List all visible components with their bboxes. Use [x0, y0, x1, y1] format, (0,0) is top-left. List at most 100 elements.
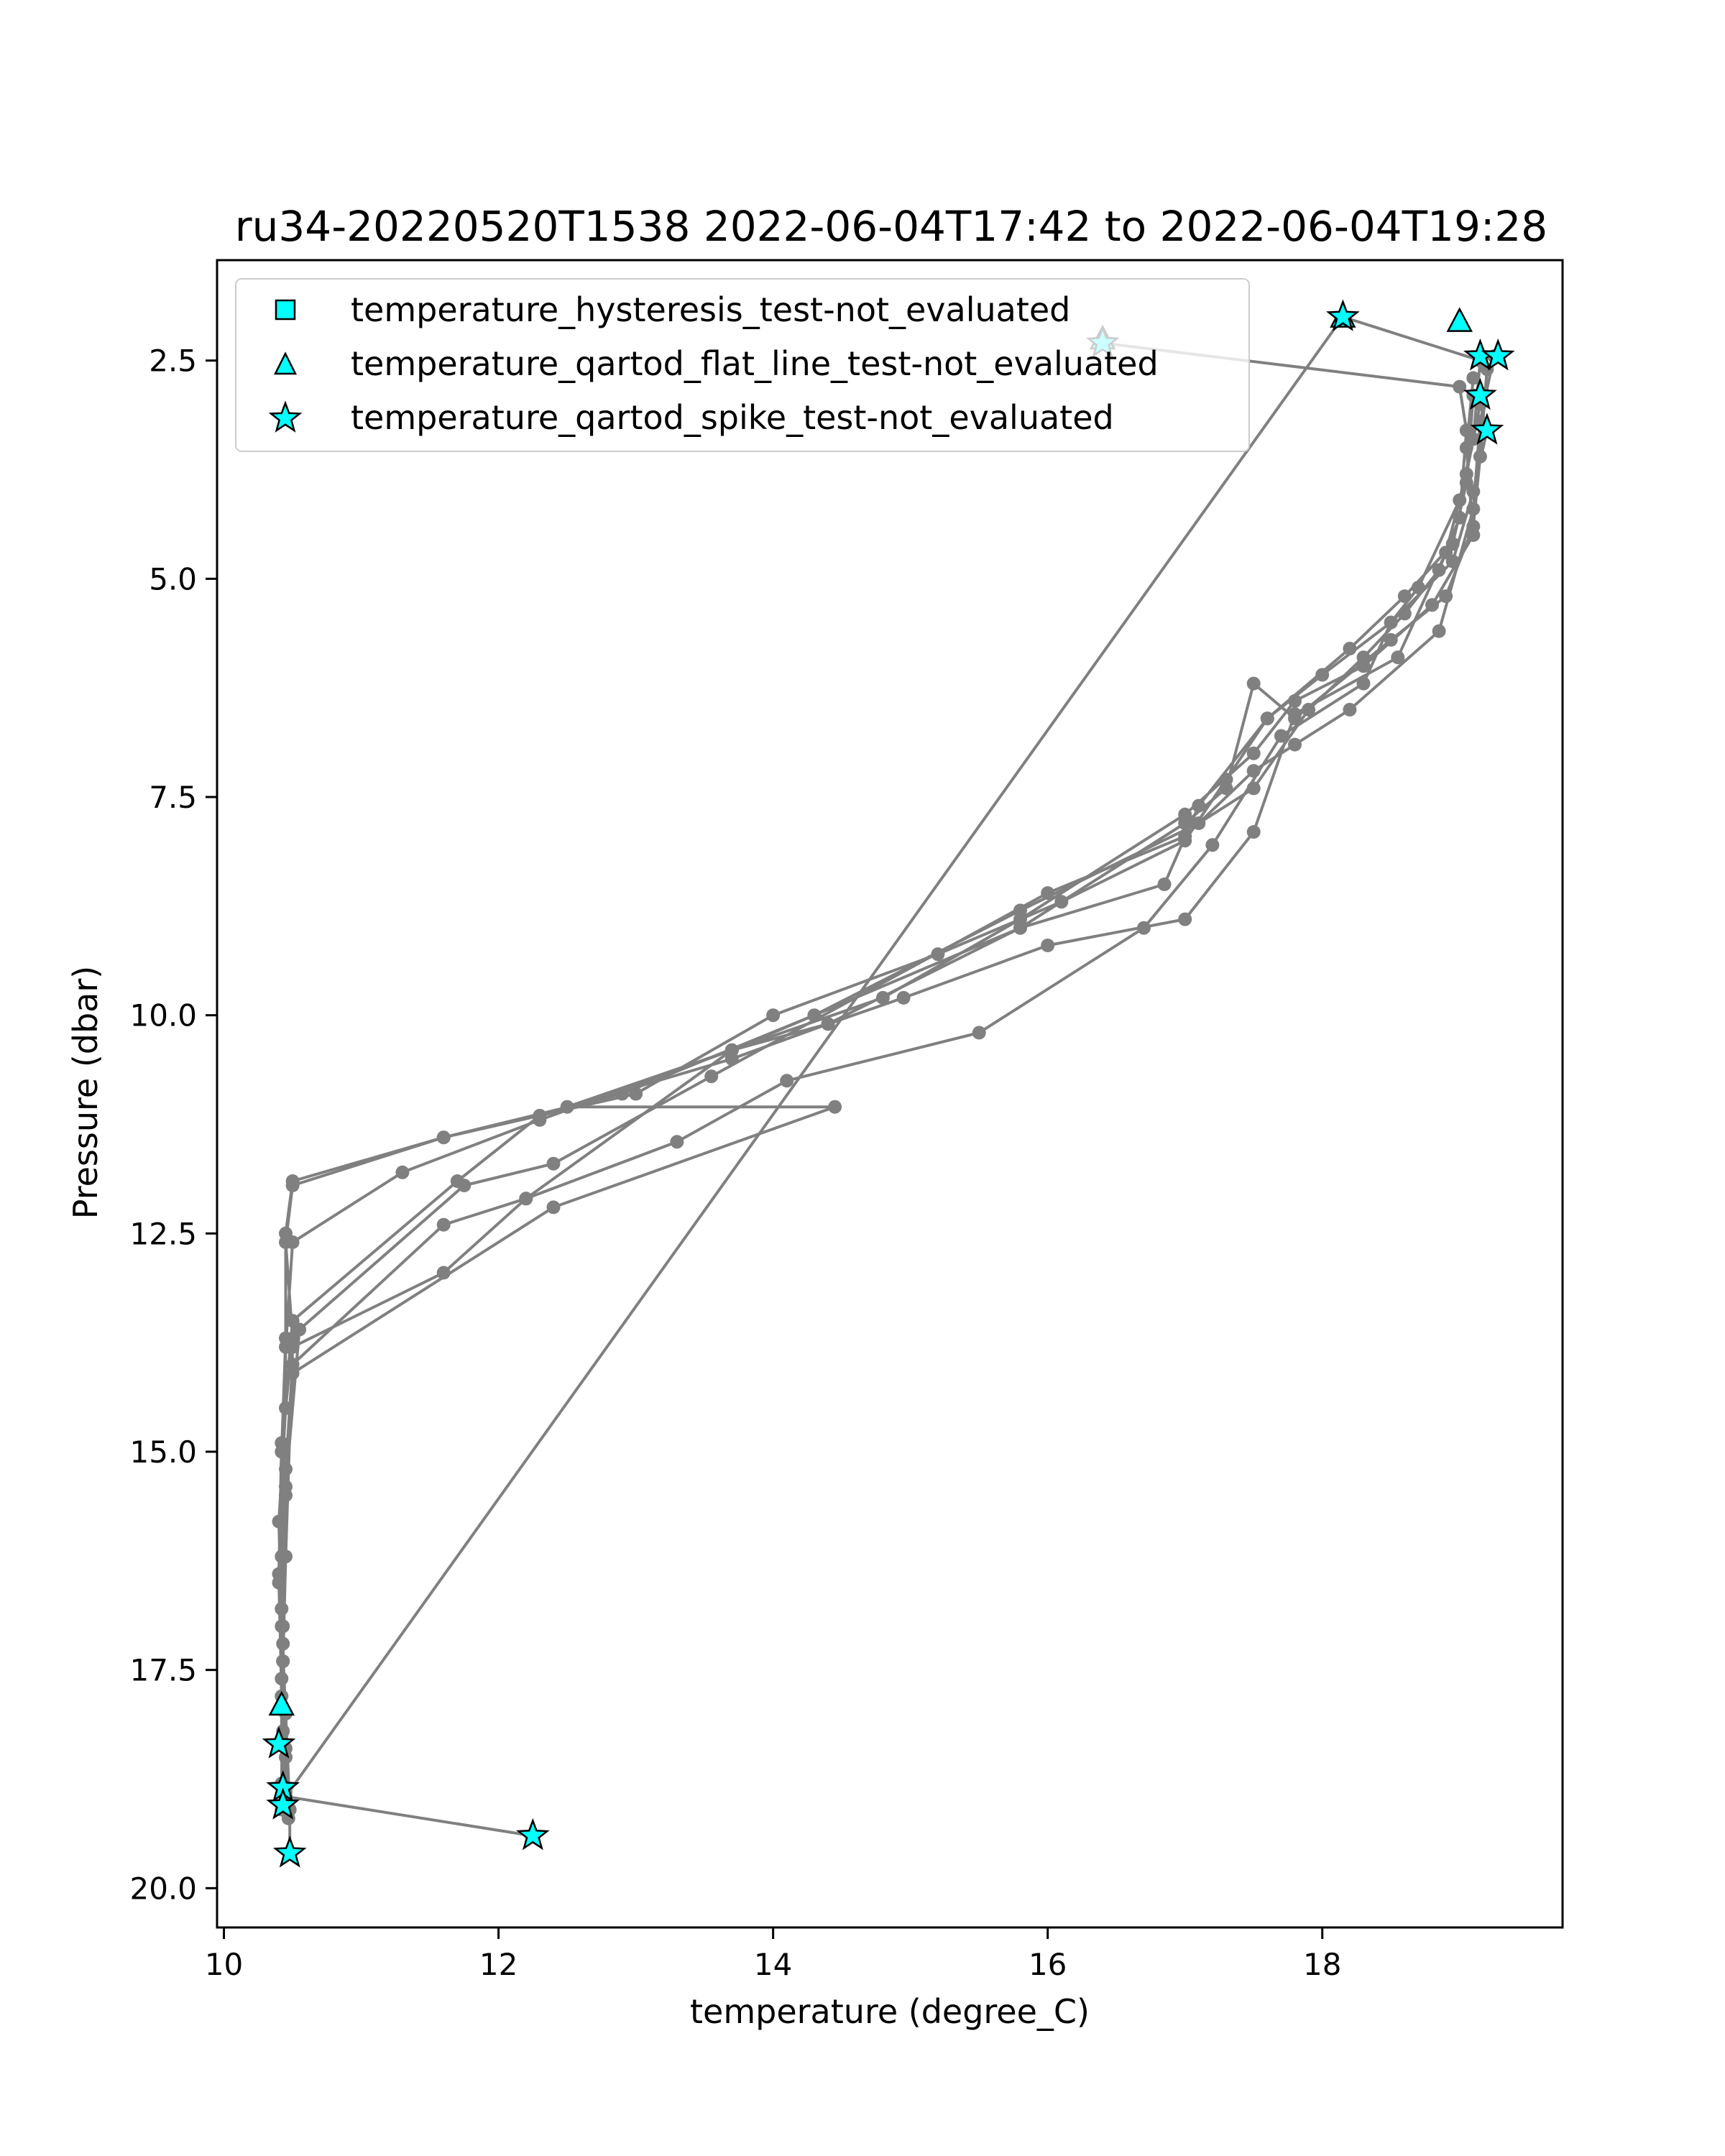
y-tick-label: 5.0	[149, 561, 197, 596]
data-point	[275, 1672, 289, 1686]
y-tick-label: 12.5	[129, 1216, 197, 1251]
data-point	[1453, 510, 1467, 525]
data-point	[1356, 659, 1371, 673]
data-point	[1445, 537, 1460, 551]
legend-star-marker	[268, 400, 303, 433]
data-point	[1192, 798, 1206, 813]
data-point	[1453, 379, 1467, 394]
data-point	[896, 990, 911, 1005]
data-point	[1013, 921, 1027, 935]
x-axis: 10 12 14 16 18	[205, 1927, 1341, 1982]
spike-flag-marker	[1326, 299, 1360, 331]
data-point	[395, 1165, 410, 1179]
legend-triangle-marker	[273, 351, 298, 375]
data-point	[279, 1549, 293, 1564]
x-axis-label: temperature (degree_C)	[690, 1992, 1090, 2031]
data-point	[1384, 632, 1398, 647]
data-point	[1459, 441, 1473, 455]
data-point	[1288, 707, 1302, 722]
data-point	[1466, 520, 1481, 533]
chart-title: ru34-20220520T1538 2022-06-04T17:42 to 2…	[235, 202, 1547, 251]
series-layer	[272, 310, 1501, 1861]
data-point	[275, 1436, 289, 1450]
data-point	[1178, 829, 1192, 844]
data-point	[1391, 650, 1405, 665]
data-point	[436, 1217, 451, 1232]
spike-flag-marker	[272, 1835, 307, 1868]
x-tick-label: 10	[205, 1947, 243, 1982]
data-point	[1041, 886, 1055, 900]
data-point	[276, 1636, 290, 1651]
legend: temperature_hysteresis_test-not_evaluate…	[235, 278, 1250, 452]
data-point	[285, 1314, 300, 1328]
x-tick-label: 12	[479, 1947, 518, 1982]
series-line-2	[285, 1795, 533, 1838]
data-point	[450, 1174, 464, 1188]
data-point	[1260, 711, 1274, 726]
data-point	[546, 1200, 561, 1215]
spike-flag-marker	[516, 1818, 550, 1851]
data-point	[519, 1192, 533, 1206]
data-point	[1397, 589, 1412, 604]
legend-label-spike: temperature_qartod_spike_test-not_evalua…	[351, 398, 1114, 437]
data-point	[285, 1340, 300, 1354]
data-point	[1178, 816, 1192, 830]
data-point	[1384, 615, 1398, 630]
data-point	[279, 1488, 293, 1503]
data-point	[436, 1130, 451, 1145]
data-point	[828, 1100, 842, 1114]
data-point	[560, 1100, 574, 1114]
data-point	[766, 1008, 781, 1023]
data-point	[285, 1235, 300, 1249]
data-point	[1157, 877, 1172, 891]
spike-flag-marker	[1470, 413, 1504, 445]
data-point	[1041, 939, 1055, 952]
flat-line-flag-marker	[268, 1690, 295, 1716]
data-point	[276, 1619, 290, 1634]
spike-flag-marker	[266, 1787, 300, 1820]
data-point	[1315, 668, 1330, 682]
data-point	[704, 1069, 719, 1084]
data-point	[1288, 737, 1302, 752]
data-point	[1453, 493, 1467, 507]
data-point	[1246, 781, 1261, 796]
data-point	[780, 1074, 794, 1088]
data-point	[807, 1008, 822, 1023]
data-point	[724, 1043, 739, 1057]
data-point	[1136, 921, 1151, 935]
data-point	[1473, 449, 1487, 464]
data-point	[279, 1462, 293, 1476]
data-point	[1288, 694, 1302, 708]
data-point	[285, 1366, 300, 1381]
data-point	[615, 1087, 629, 1101]
x-tick-label: 16	[1029, 1947, 1067, 1982]
data-point	[1411, 581, 1425, 594]
data-point	[1343, 703, 1357, 717]
y-axis-label: Pressure (dbar)	[66, 966, 105, 1219]
y-tick-label: 2.5	[149, 344, 197, 379]
spike-flag-marker	[1463, 377, 1497, 410]
data-point	[1192, 816, 1206, 830]
legend-label-hysteresis: temperature_hysteresis_test-not_evaluate…	[351, 290, 1070, 329]
data-point	[1343, 642, 1357, 655]
spike-flag-marker	[1481, 338, 1515, 371]
y-tick-label: 20.0	[129, 1871, 197, 1906]
data-point	[546, 1156, 561, 1171]
data-point	[1432, 624, 1446, 638]
data-point	[1205, 838, 1220, 852]
legend-square-marker	[275, 299, 296, 321]
y-axis: 2.5 5.0 7.5 10.0 12.5 15.0 17.5 20.0	[129, 344, 217, 1906]
y-tick-label: 15.0	[129, 1434, 197, 1470]
data-point	[1246, 746, 1261, 760]
y-tick-label: 10.0	[129, 998, 197, 1033]
data-point	[1274, 729, 1288, 743]
legend-box	[235, 278, 1250, 452]
data-point	[276, 1654, 290, 1668]
data-point	[1246, 676, 1261, 691]
data-point	[1302, 703, 1316, 717]
data-point	[821, 1017, 835, 1031]
data-point	[931, 947, 945, 962]
series-line-6	[280, 356, 1496, 1744]
data-point	[1459, 476, 1473, 490]
